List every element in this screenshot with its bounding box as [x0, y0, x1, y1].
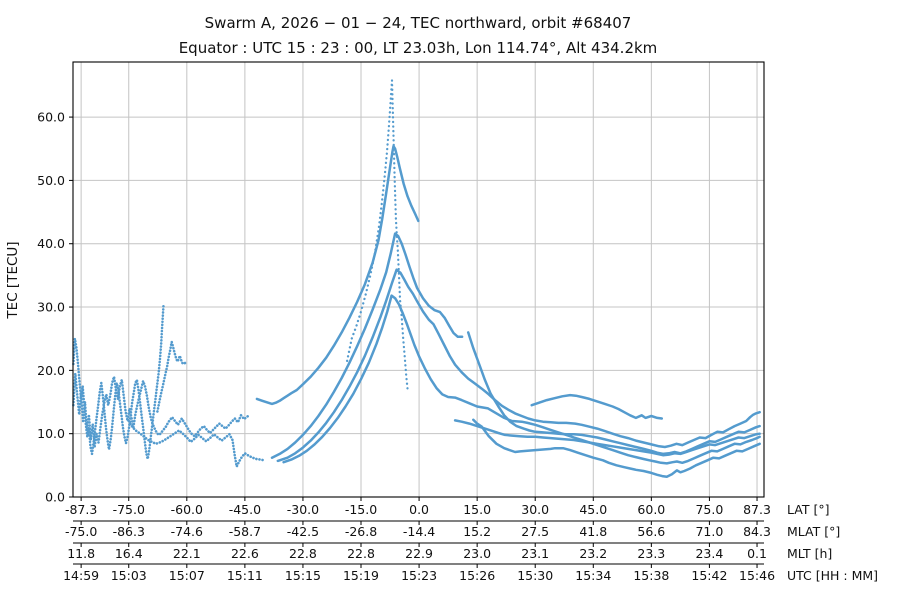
- x-tick-label-mlt: 22.8: [347, 546, 375, 561]
- x-axis-row-label-mlat: MLAT [°]: [787, 524, 840, 539]
- x-tick-label-mlt: 23.3: [637, 546, 665, 561]
- x-tick-label-lat: -60.0: [171, 502, 203, 517]
- x-tick-label-utc: 15:26: [459, 568, 495, 583]
- series-peak-42: [270, 232, 464, 459]
- series-low-band: [472, 418, 761, 478]
- data-series: [72, 79, 761, 478]
- series-mid-flat: [453, 419, 761, 457]
- x-tick-label-mlat: 27.5: [521, 524, 549, 539]
- series-polar-pass-a: [72, 372, 251, 448]
- x-tick-label-lat: -30.0: [287, 502, 319, 517]
- x-tick-label-utc: 15:30: [517, 568, 553, 583]
- y-tick-label: 20.0: [37, 363, 65, 378]
- x-tick-label-mlat: 71.0: [695, 524, 723, 539]
- series-polar-pass-c: [156, 340, 187, 413]
- y-tick-label: 50.0: [37, 173, 65, 188]
- x-tick-label-mlt: 23.1: [521, 546, 549, 561]
- series-hump-15: [530, 393, 664, 420]
- x-tick-label-lat: -87.3: [65, 502, 97, 517]
- x-tick-label-lat: 45.0: [579, 502, 607, 517]
- x-tick-label-mlt: 23.0: [463, 546, 491, 561]
- x-tick-label-mlat: 84.3: [743, 524, 771, 539]
- x-tick-label-lat: 60.0: [637, 502, 665, 517]
- x-tick-label-mlt: 23.2: [579, 546, 607, 561]
- grid-lines: [73, 62, 764, 498]
- series-polar-pass-b: [72, 302, 165, 461]
- x-tick-label-lat: 75.0: [695, 502, 723, 517]
- x-tick-label-utc: 14:59: [63, 568, 99, 583]
- x-tick-label-mlt: 11.8: [67, 546, 95, 561]
- series-peak-36-long: [276, 268, 761, 463]
- x-tick-label-lat: -15.0: [345, 502, 377, 517]
- x-axis-row-label-lat: LAT [°]: [787, 502, 829, 517]
- x-axis-row-label-utc: UTC [HH : MM]: [787, 568, 878, 583]
- x-tick-label-mlt: 22.1: [173, 546, 201, 561]
- y-tick-label: 60.0: [37, 110, 65, 125]
- x-tick-label-utc: 15:38: [633, 568, 669, 583]
- y-tick-label: 10.0: [37, 426, 65, 441]
- x-tick-label-mlat: 15.2: [463, 524, 491, 539]
- x-tick-label-utc: 15:15: [285, 568, 321, 583]
- x-tick-label-mlat: -86.3: [113, 524, 145, 539]
- x-tick-label-mlt: 16.4: [115, 546, 143, 561]
- x-tick-label-mlt: 0.1: [747, 546, 767, 561]
- x-tick-label-mlt: 22.6: [231, 546, 259, 561]
- y-tick-label: 40.0: [37, 236, 65, 251]
- x-tick-label-mlat: -74.6: [171, 524, 203, 539]
- x-tick-label-mlat: -14.4: [403, 524, 435, 539]
- x-tick-label-utc: 15:07: [169, 568, 205, 583]
- x-tick-label-mlat: -26.8: [345, 524, 377, 539]
- series-polar-pass-d: [127, 419, 266, 468]
- x-tick-label-utc: 15:19: [343, 568, 379, 583]
- x-axis-row-label-mlt: MLT [h]: [787, 546, 832, 561]
- x-tick-label-lat: 87.3: [743, 502, 771, 517]
- x-tick-label-mlat: 56.6: [637, 524, 665, 539]
- x-tick-label-utc: 15:42: [691, 568, 727, 583]
- tick-labels: 0.0 10.0 20.0 30.0 40.0 50.0 60.0 -87.3 -75.0 -60…: [37, 110, 775, 583]
- x-tick-label-lat: 0.0: [409, 502, 429, 517]
- x-tick-label-mlt: 23.4: [695, 546, 723, 561]
- y-tick-label: 30.0: [37, 300, 65, 315]
- series-equatorial-spike-sparse: [345, 79, 410, 394]
- chart-subtitle: Equator : UTC 15 : 23 : 00, LT 23.03h, L…: [179, 39, 658, 57]
- x-tick-label-utc: 15:03: [111, 568, 147, 583]
- x-tick-label-mlat: 41.8: [579, 524, 607, 539]
- x-tick-label-utc: 15:11: [227, 568, 263, 583]
- x-tick-label-lat: 30.0: [521, 502, 549, 517]
- x-tick-label-lat: -45.0: [229, 502, 261, 517]
- series-descent-segment: [466, 331, 761, 456]
- y-axis-label: TEC [TECU]: [5, 241, 21, 319]
- x-tick-label-utc: 15:46: [739, 568, 775, 583]
- x-tick-label-mlt: 22.9: [405, 546, 433, 561]
- y-tick-label: 0.0: [45, 490, 65, 505]
- x-tick-label-mlat: -42.5: [287, 524, 319, 539]
- x-tick-label-lat: -75.0: [113, 502, 145, 517]
- x-tick-label-mlat: -58.7: [229, 524, 261, 539]
- x-tick-label-lat: 15.0: [463, 502, 491, 517]
- series-peak-55: [255, 144, 420, 406]
- plot-border: [72, 61, 765, 498]
- axes-frame: [69, 61, 765, 568]
- x-tick-label-utc: 15:34: [575, 568, 611, 583]
- x-tick-label-mlat: -75.0: [65, 524, 97, 539]
- chart-title: Swarm A, 2026 − 01 − 24, TEC northward, …: [205, 14, 632, 32]
- series-peak-32-long: [282, 294, 761, 465]
- x-tick-label-utc: 15:23: [401, 568, 437, 583]
- x-tick-label-mlt: 22.8: [289, 546, 317, 561]
